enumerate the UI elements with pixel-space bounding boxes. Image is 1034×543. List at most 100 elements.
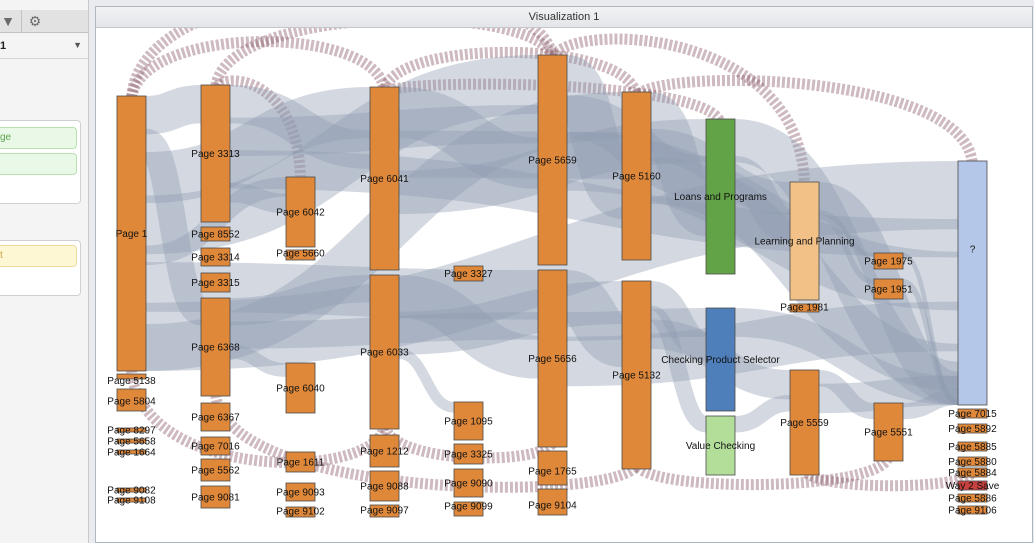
node-page-1212[interactable] bbox=[369, 434, 400, 468]
node-page-1611[interactable] bbox=[285, 451, 316, 473]
flow-link[interactable] bbox=[140, 128, 207, 326]
node-loans-and-programs[interactable] bbox=[705, 118, 736, 275]
flow-link[interactable] bbox=[398, 130, 623, 180]
node-page-3325[interactable] bbox=[453, 443, 484, 465]
flow-link[interactable] bbox=[562, 269, 627, 368]
loop-link[interactable] bbox=[126, 364, 390, 469]
filter-chip-1[interactable]: ge bbox=[0, 127, 77, 149]
flow-link[interactable] bbox=[145, 84, 202, 135]
flow-link[interactable] bbox=[733, 119, 960, 405]
node-page-5132[interactable] bbox=[621, 280, 652, 470]
node-page-5659[interactable] bbox=[537, 54, 568, 266]
node-page-9104[interactable] bbox=[537, 488, 568, 516]
flow-link[interactable] bbox=[818, 375, 959, 414]
loop-link[interactable] bbox=[210, 389, 642, 493]
node-page-9082[interactable] bbox=[116, 487, 147, 493]
node-page-3314[interactable] bbox=[200, 247, 231, 267]
node-page-5160[interactable] bbox=[621, 91, 652, 261]
flow-link[interactable] bbox=[818, 213, 875, 285]
flow-link[interactable] bbox=[229, 275, 371, 326]
flow-link[interactable] bbox=[397, 87, 540, 189]
node-page-3313[interactable] bbox=[200, 84, 231, 223]
node-page-5885[interactable] bbox=[957, 441, 988, 452]
node-page-6367[interactable] bbox=[200, 402, 231, 432]
flow-link[interactable] bbox=[902, 252, 959, 406]
flow-link[interactable] bbox=[229, 150, 959, 258]
loop-link[interactable] bbox=[379, 46, 642, 99]
loop-link[interactable] bbox=[126, 36, 390, 103]
loop-link[interactable] bbox=[126, 7, 558, 103]
node-page-5551[interactable] bbox=[873, 402, 904, 462]
flow-link[interactable] bbox=[642, 92, 715, 237]
node-page-9093[interactable] bbox=[285, 482, 316, 502]
selector-dropdown[interactable]: 1 ▼ bbox=[0, 36, 88, 59]
node-page-5884[interactable] bbox=[957, 467, 988, 478]
node-page-7015[interactable] bbox=[957, 408, 988, 419]
node-page-1765[interactable] bbox=[537, 450, 568, 486]
node-page-7016[interactable] bbox=[200, 436, 231, 456]
node-page-1[interactable] bbox=[116, 95, 147, 372]
node-page-5660[interactable] bbox=[285, 249, 316, 261]
node-page-1951[interactable] bbox=[873, 278, 904, 300]
node-page-6041[interactable] bbox=[369, 86, 400, 271]
flow-link[interactable] bbox=[555, 55, 634, 219]
flow-link[interactable] bbox=[734, 395, 791, 433]
flow-link[interactable] bbox=[818, 210, 875, 258]
filter-chip-2[interactable] bbox=[0, 153, 77, 175]
node-page-5892[interactable] bbox=[957, 423, 988, 434]
flow-link[interactable] bbox=[398, 281, 623, 355]
node-page-5886[interactable] bbox=[957, 493, 988, 503]
node-page-9088[interactable] bbox=[369, 470, 400, 502]
node-checking-product-selector[interactable] bbox=[705, 307, 736, 412]
node-page-1664[interactable] bbox=[116, 449, 147, 455]
flow-link[interactable] bbox=[732, 155, 793, 244]
node-page-9102[interactable] bbox=[285, 506, 316, 518]
node-page-9090[interactable] bbox=[453, 468, 484, 498]
node-page-3315[interactable] bbox=[200, 272, 231, 293]
node-page-6040[interactable] bbox=[285, 362, 316, 414]
flow-link[interactable] bbox=[818, 370, 875, 420]
flow-link[interactable] bbox=[902, 279, 959, 405]
flow-link[interactable] bbox=[902, 388, 959, 420]
node-page-1975[interactable] bbox=[873, 252, 904, 270]
node-page-5562[interactable] bbox=[200, 458, 231, 482]
node-page-9106[interactable] bbox=[957, 505, 988, 515]
flow-link[interactable] bbox=[648, 305, 709, 433]
loop-link[interactable] bbox=[379, 78, 726, 127]
loop-link[interactable] bbox=[631, 74, 978, 168]
flow-link[interactable] bbox=[229, 182, 287, 214]
flow-link[interactable] bbox=[229, 344, 287, 377]
node-page-8552[interactable] bbox=[200, 226, 231, 242]
node-page-6368[interactable] bbox=[200, 297, 231, 397]
node-page-9108[interactable] bbox=[116, 497, 147, 503]
flow-link[interactable] bbox=[648, 281, 709, 362]
node-page-5559[interactable] bbox=[789, 369, 820, 476]
filter-icon[interactable]: ▼ bbox=[0, 10, 21, 32]
node-page-9099[interactable] bbox=[453, 501, 484, 517]
node-page-5138[interactable] bbox=[116, 373, 147, 380]
node-page-5880[interactable] bbox=[957, 456, 988, 467]
node-page-5658[interactable] bbox=[116, 438, 147, 444]
node-way-2-save[interactable] bbox=[957, 480, 988, 491]
node-page-3327[interactable] bbox=[453, 265, 484, 282]
node-page-1981[interactable] bbox=[789, 303, 820, 313]
filter-chip-3[interactable]: t bbox=[0, 245, 77, 267]
node-page-6042[interactable] bbox=[285, 176, 316, 248]
node-learning-and-planning[interactable] bbox=[789, 181, 820, 301]
node-page-5804[interactable] bbox=[116, 388, 147, 412]
node-page-8297[interactable] bbox=[116, 427, 147, 433]
flow-link[interactable] bbox=[397, 275, 540, 379]
node-unknown[interactable] bbox=[957, 160, 988, 406]
loop-link[interactable] bbox=[631, 453, 894, 491]
node-page-6033[interactable] bbox=[369, 274, 400, 430]
gear-icon[interactable]: ⚙ bbox=[21, 10, 48, 32]
node-page-9097[interactable] bbox=[369, 504, 400, 518]
flow-link[interactable] bbox=[734, 308, 959, 405]
flow-link[interactable] bbox=[229, 84, 371, 169]
node-value-checking[interactable] bbox=[705, 415, 736, 476]
loop-link[interactable] bbox=[210, 19, 558, 92]
node-page-1095[interactable] bbox=[453, 401, 484, 441]
flow-link[interactable] bbox=[398, 348, 455, 413]
flow-link[interactable] bbox=[145, 87, 371, 204]
node-page-9081[interactable] bbox=[200, 485, 231, 509]
